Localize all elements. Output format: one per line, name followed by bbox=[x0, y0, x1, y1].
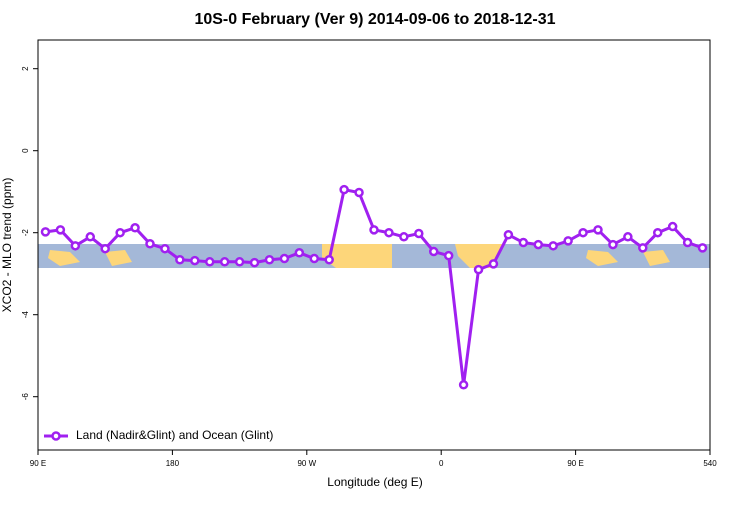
data-point bbox=[264, 255, 275, 265]
data-point bbox=[399, 232, 409, 242]
data-point bbox=[234, 257, 245, 267]
chart-title: 10S-0 February (Ver 9) 2014-09-06 to 201… bbox=[194, 11, 555, 28]
data-point bbox=[503, 230, 514, 240]
data-point bbox=[473, 264, 484, 275]
data-point bbox=[70, 241, 81, 251]
data-point bbox=[309, 253, 320, 264]
data-point bbox=[324, 255, 334, 265]
data-point bbox=[697, 243, 708, 253]
x-tick-label: 90 W bbox=[297, 459, 316, 468]
data-point bbox=[369, 225, 379, 235]
y-tick-label: -2 bbox=[21, 229, 30, 237]
x-tick-label: 0 bbox=[439, 459, 444, 468]
data-point bbox=[563, 236, 573, 246]
data-point bbox=[682, 237, 693, 248]
y-tick-label: 2 bbox=[21, 66, 30, 71]
data-point bbox=[130, 223, 140, 233]
map-band bbox=[38, 244, 710, 268]
plot-frame bbox=[37, 39, 711, 451]
data-point bbox=[458, 380, 469, 390]
data-point bbox=[488, 259, 499, 269]
data-point bbox=[55, 225, 66, 235]
data-point bbox=[652, 227, 663, 238]
x-axis-label: Longitude (deg E) bbox=[327, 475, 422, 489]
data-point bbox=[294, 248, 305, 258]
y-tick-label: -4 bbox=[21, 311, 30, 319]
data-point bbox=[354, 187, 364, 198]
data-point bbox=[384, 227, 394, 238]
data-point bbox=[443, 250, 454, 261]
x-tick-label: 90 E bbox=[567, 459, 583, 468]
data-point bbox=[190, 255, 200, 266]
data-point bbox=[414, 228, 424, 239]
data-point bbox=[638, 243, 648, 253]
data-point bbox=[249, 257, 260, 268]
data-point bbox=[40, 227, 51, 237]
data-point bbox=[578, 227, 588, 238]
data-point bbox=[100, 243, 110, 254]
data-point bbox=[593, 225, 603, 235]
data-point bbox=[85, 232, 96, 242]
legend-label: Land (Nadir&Glint) and Ocean (Glint) bbox=[76, 428, 273, 442]
data-point bbox=[548, 241, 558, 251]
data-point bbox=[115, 227, 125, 238]
x-tick-label: 180 bbox=[166, 459, 180, 468]
data-point bbox=[623, 232, 633, 242]
data-point bbox=[339, 184, 349, 195]
data-point bbox=[518, 237, 529, 248]
data-point bbox=[667, 221, 678, 232]
y-tick-label: -6 bbox=[21, 393, 30, 401]
data-point bbox=[160, 243, 170, 254]
x-tick-label: 540 bbox=[703, 459, 717, 468]
series-line bbox=[45, 187, 704, 386]
y-tick-label: 0 bbox=[21, 148, 30, 153]
data-point bbox=[145, 239, 155, 249]
data-point bbox=[219, 257, 230, 267]
data-point bbox=[533, 239, 544, 250]
legend-marker bbox=[51, 431, 61, 441]
y-axis-label: XCO2 - MLO trend (ppm) bbox=[0, 178, 14, 313]
data-point bbox=[204, 257, 215, 267]
data-point bbox=[608, 239, 618, 250]
x-tick-label: 90 E bbox=[30, 459, 46, 468]
data-point bbox=[428, 246, 439, 257]
data-point bbox=[279, 253, 290, 264]
data-point bbox=[175, 255, 185, 265]
